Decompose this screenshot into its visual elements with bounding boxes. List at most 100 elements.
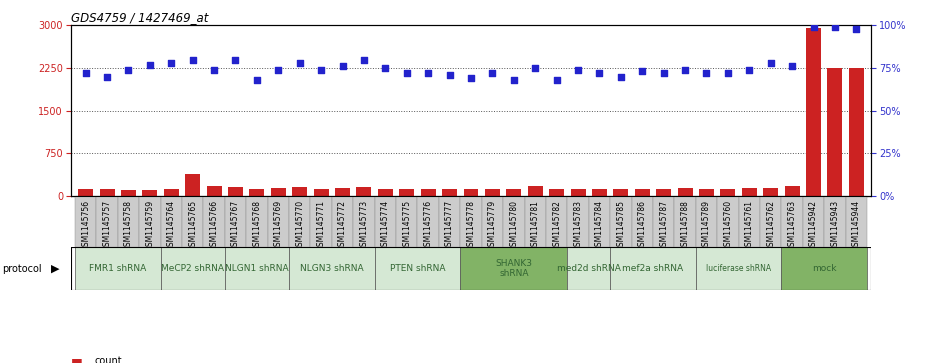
- Bar: [741, 188, 756, 196]
- Bar: [250, 189, 265, 196]
- Point: [378, 65, 393, 71]
- Bar: [289, 247, 375, 290]
- Point: [657, 70, 672, 76]
- Point: [335, 64, 350, 69]
- Text: GSM1145765: GSM1145765: [188, 200, 197, 251]
- Bar: [567, 196, 589, 247]
- Bar: [571, 189, 586, 196]
- Point: [186, 57, 201, 62]
- Text: GSM1145778: GSM1145778: [466, 200, 476, 251]
- Bar: [506, 189, 521, 196]
- Text: GSM1145786: GSM1145786: [638, 200, 647, 251]
- Point: [849, 26, 864, 32]
- Text: luciferase shRNA: luciferase shRNA: [706, 264, 771, 273]
- Point: [741, 67, 756, 73]
- Bar: [289, 196, 311, 247]
- Bar: [160, 196, 182, 247]
- Point: [785, 64, 800, 69]
- Bar: [139, 196, 160, 247]
- Bar: [417, 196, 439, 247]
- Text: GSM1145943: GSM1145943: [831, 200, 839, 251]
- Text: GSM1145758: GSM1145758: [124, 200, 133, 251]
- Bar: [332, 196, 353, 247]
- Text: SHANK3
shRNA: SHANK3 shRNA: [495, 259, 532, 278]
- Bar: [846, 196, 867, 247]
- Bar: [613, 189, 628, 196]
- Bar: [160, 247, 225, 290]
- Point: [164, 60, 179, 66]
- Text: GSM1145756: GSM1145756: [81, 200, 90, 251]
- Point: [421, 70, 436, 76]
- Text: GSM1145770: GSM1145770: [295, 200, 304, 251]
- Bar: [785, 186, 800, 196]
- Bar: [463, 189, 479, 196]
- Bar: [782, 196, 803, 247]
- Bar: [96, 196, 118, 247]
- Text: protocol: protocol: [2, 264, 41, 274]
- Text: GSM1145781: GSM1145781: [530, 200, 540, 251]
- Bar: [589, 196, 610, 247]
- Text: GSM1145760: GSM1145760: [723, 200, 733, 251]
- Bar: [610, 247, 696, 290]
- Bar: [164, 189, 179, 196]
- Bar: [375, 196, 396, 247]
- Point: [399, 70, 414, 76]
- Bar: [592, 189, 607, 196]
- Bar: [399, 189, 414, 196]
- Bar: [225, 247, 289, 290]
- Bar: [225, 196, 246, 247]
- Bar: [353, 196, 375, 247]
- Bar: [782, 247, 867, 290]
- Text: GSM1145779: GSM1145779: [488, 200, 497, 251]
- Point: [677, 67, 692, 73]
- Bar: [292, 187, 307, 196]
- Point: [100, 74, 115, 79]
- Text: GSM1145773: GSM1145773: [360, 200, 368, 251]
- Text: GSM1145784: GSM1145784: [595, 200, 604, 251]
- Bar: [75, 196, 96, 247]
- Bar: [314, 189, 329, 196]
- Text: GSM1145762: GSM1145762: [766, 200, 775, 251]
- Point: [763, 60, 778, 66]
- Point: [442, 72, 457, 78]
- Bar: [270, 188, 285, 196]
- Text: GSM1145942: GSM1145942: [809, 200, 818, 251]
- Text: GSM1145757: GSM1145757: [103, 200, 111, 251]
- Bar: [503, 196, 525, 247]
- Bar: [567, 247, 610, 290]
- Bar: [653, 196, 674, 247]
- Text: GSM1145789: GSM1145789: [702, 200, 711, 251]
- Point: [142, 62, 157, 68]
- Bar: [721, 189, 736, 196]
- Point: [292, 60, 307, 66]
- Bar: [699, 189, 714, 196]
- Point: [699, 70, 714, 76]
- Text: GSM1145782: GSM1145782: [552, 200, 561, 251]
- Bar: [657, 189, 671, 196]
- Bar: [824, 196, 846, 247]
- Text: GSM1145783: GSM1145783: [574, 200, 582, 251]
- Text: GSM1145767: GSM1145767: [231, 200, 240, 251]
- Text: count: count: [94, 356, 122, 363]
- Text: NLGN1 shRNA: NLGN1 shRNA: [225, 264, 288, 273]
- Bar: [121, 190, 136, 196]
- Bar: [442, 189, 457, 196]
- Text: PTEN shRNA: PTEN shRNA: [390, 264, 446, 273]
- Text: GSM1145769: GSM1145769: [274, 200, 283, 251]
- Point: [121, 67, 136, 73]
- Bar: [378, 189, 393, 196]
- Bar: [739, 196, 760, 247]
- Point: [206, 67, 221, 73]
- Bar: [717, 196, 739, 247]
- Bar: [75, 247, 160, 290]
- Bar: [631, 196, 653, 247]
- Text: NLGN3 shRNA: NLGN3 shRNA: [300, 264, 364, 273]
- Text: mef2a shRNA: mef2a shRNA: [623, 264, 684, 273]
- Point: [314, 67, 329, 73]
- Bar: [311, 196, 332, 247]
- Text: GSM1145777: GSM1145777: [445, 200, 454, 251]
- Bar: [203, 196, 225, 247]
- Bar: [677, 188, 692, 196]
- Point: [592, 70, 607, 76]
- Text: GSM1145785: GSM1145785: [616, 200, 625, 251]
